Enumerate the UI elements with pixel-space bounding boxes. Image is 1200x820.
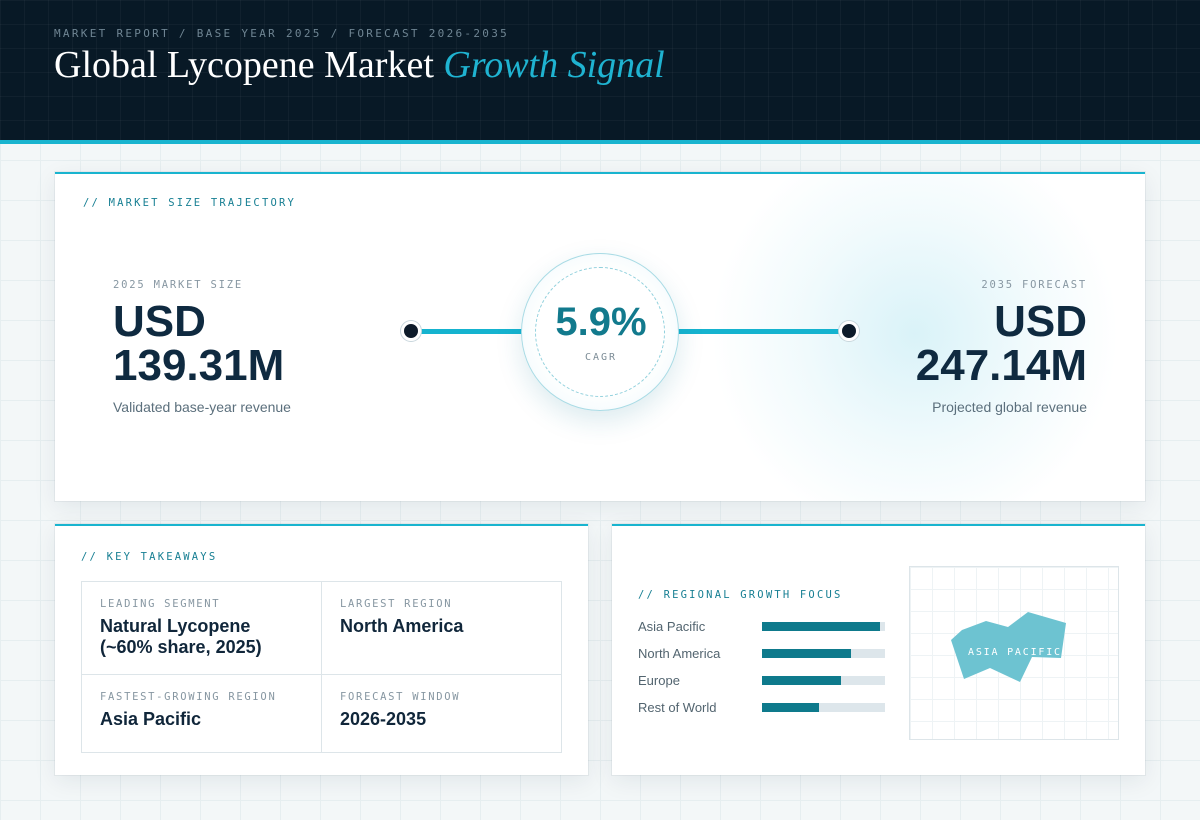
start-stat-currency: USD xyxy=(113,297,206,346)
cagr-label: CAGR xyxy=(584,352,618,363)
end-stat-value: USD 247.14M xyxy=(787,300,1087,388)
region-bar-fill xyxy=(762,676,841,685)
region-bar-row: Rest of World xyxy=(638,700,886,727)
region-bar-fill xyxy=(762,703,819,712)
region-bar-fill xyxy=(762,622,881,631)
cagr-inner-ring: 5.9% CAGR xyxy=(535,267,665,397)
trajectory-line-right xyxy=(675,329,841,334)
start-stat-amount: 139.31M xyxy=(113,341,285,390)
takeaway-label: LEADING SEGMENT xyxy=(100,598,221,610)
region-bar-name: Asia Pacific xyxy=(638,619,706,634)
region-bar-name: Europe xyxy=(638,673,680,688)
takeaways-section-label: // KEY TAKEAWAYS xyxy=(81,551,218,563)
end-stat-caption: Projected global revenue xyxy=(932,399,1087,415)
region-bar-row: Europe xyxy=(638,673,886,700)
takeaway-value: Asia Pacific xyxy=(100,709,202,729)
start-stat-caption: Validated base-year revenue xyxy=(113,399,291,415)
region-bar-name: Rest of World xyxy=(638,700,717,715)
region-bar-row: North America xyxy=(638,646,886,673)
end-stat-label: 2035 FORECAST xyxy=(981,279,1087,291)
region-bar-row: Asia Pacific xyxy=(638,619,886,646)
end-node xyxy=(839,321,859,341)
page-title-accent: Growth Signal xyxy=(443,44,665,86)
region-bar-track xyxy=(762,649,885,658)
start-node xyxy=(401,321,421,341)
asia-pacific-map-icon xyxy=(951,612,1066,682)
takeaway-value: 2026-2035 xyxy=(340,709,427,729)
takeaway-label: LARGEST REGION xyxy=(340,598,453,610)
start-stat-value: USD 139.31M xyxy=(113,300,413,388)
takeaway-value: Natural Lycopene (~60% share, 2025) xyxy=(100,616,262,657)
region-bar-fill xyxy=(762,649,851,658)
page-title: Global Lycopene Market Growth Signal xyxy=(54,43,665,87)
key-takeaways-card: // KEY TAKEAWAYS LEADING SEGMENT Natural… xyxy=(55,524,588,775)
region-bar-name: North America xyxy=(638,646,721,661)
cagr-value: 5.9% xyxy=(555,300,647,344)
map-region-label: ASIA PACIFIC xyxy=(968,647,1062,658)
takeaway-forecast-window: FORECAST WINDOW 2026-2035 xyxy=(322,675,561,752)
takeaway-label: FORECAST WINDOW xyxy=(340,691,461,703)
background-glow xyxy=(705,174,1125,501)
takeaway-value: North America xyxy=(340,616,464,636)
start-stat-label: 2025 MARKET SIZE xyxy=(113,279,243,291)
trajectory-section-label: // MARKET SIZE TRAJECTORY xyxy=(83,197,297,209)
takeaways-grid: LEADING SEGMENT Natural Lycopene (~60% s… xyxy=(81,581,562,753)
takeaway-label: FASTEST-GROWING REGION xyxy=(100,691,277,703)
trajectory-line-left xyxy=(421,329,525,334)
regional-bar-list: Asia Pacific North America Europe Rest o… xyxy=(638,619,886,727)
takeaway-leading-segment: LEADING SEGMENT Natural Lycopene (~60% s… xyxy=(82,582,322,675)
region-bar-track xyxy=(762,703,885,712)
market-size-trajectory-card: // MARKET SIZE TRAJECTORY 2025 MARKET SI… xyxy=(55,172,1145,501)
takeaway-largest-region: LARGEST REGION North America xyxy=(322,582,561,675)
page-title-main: Global Lycopene Market xyxy=(54,44,434,86)
region-map: ASIA PACIFIC xyxy=(909,566,1119,740)
region-bar-track xyxy=(762,622,885,631)
report-header: MARKET REPORT / BASE YEAR 2025 / FORECAS… xyxy=(0,0,1200,144)
regional-growth-card: // REGIONAL GROWTH FOCUS Asia Pacific No… xyxy=(612,524,1145,775)
cagr-badge: 5.9% CAGR xyxy=(521,253,679,411)
end-stat-amount: 247.14M xyxy=(915,341,1087,390)
end-stat-currency: USD xyxy=(994,297,1087,346)
regional-section-label: // REGIONAL GROWTH FOCUS xyxy=(638,589,843,601)
takeaway-fastest-growing-region: FASTEST-GROWING REGION Asia Pacific xyxy=(82,675,322,752)
region-bar-track xyxy=(762,676,885,685)
breadcrumb: MARKET REPORT / BASE YEAR 2025 / FORECAS… xyxy=(54,27,510,40)
